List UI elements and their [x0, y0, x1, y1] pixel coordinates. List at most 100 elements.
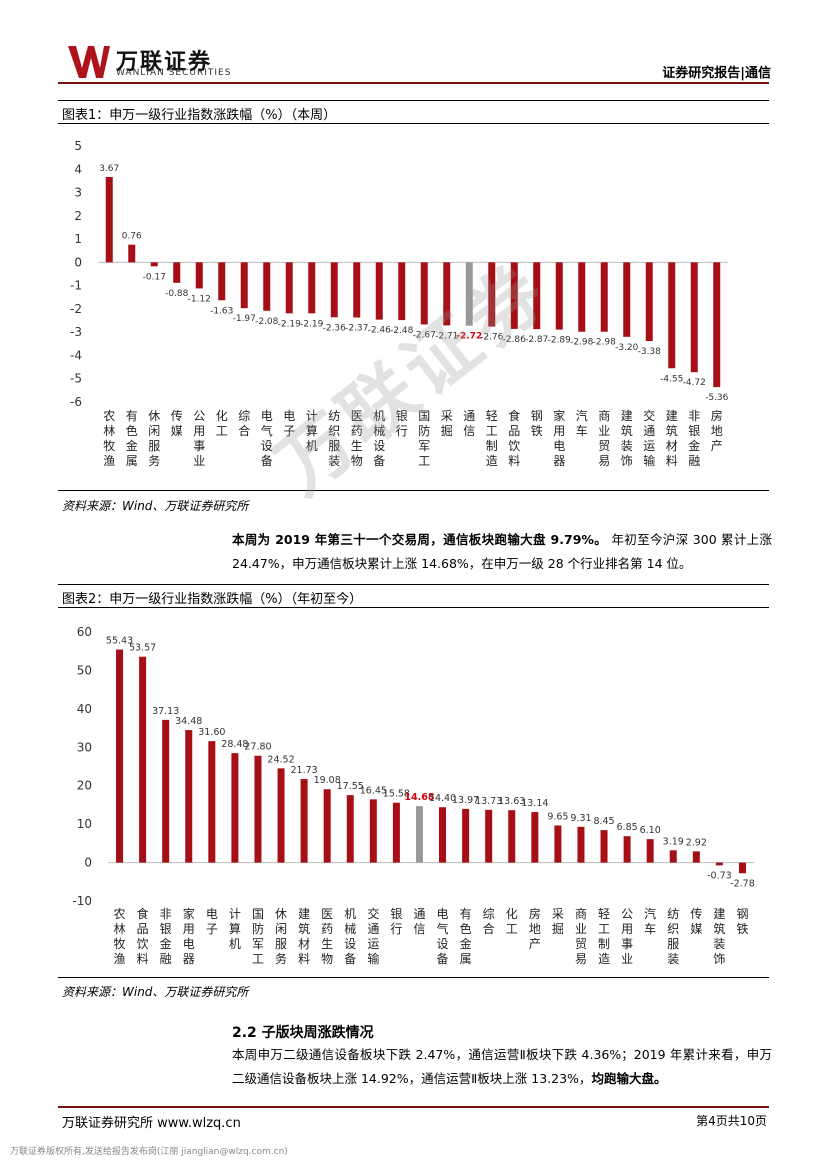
data-label: 24.52 [267, 754, 294, 765]
bar [715, 862, 723, 866]
category-label: 电 [206, 907, 218, 921]
y-tick-label: 30 [77, 740, 92, 754]
bar [600, 262, 608, 332]
data-label: 27.80 [244, 742, 271, 753]
category-label: 机 [344, 907, 356, 921]
category-label: 务 [148, 453, 160, 468]
category-label: 服 [275, 937, 287, 951]
bar [508, 810, 516, 863]
data-label: -2.86 [503, 335, 527, 345]
y-tick-label: -5 [70, 372, 82, 386]
category-label: 商 [598, 408, 610, 423]
category-label: 服 [667, 937, 679, 951]
bar [150, 262, 158, 267]
category-label: 药 [351, 424, 363, 438]
category-label: 食 [137, 906, 149, 921]
data-label: 14.68 [404, 792, 434, 803]
category-label: 造 [598, 952, 610, 966]
y-tick-label: 40 [77, 702, 92, 716]
category-label: 装 [713, 937, 725, 951]
bar [420, 262, 428, 325]
category-label: 闲 [275, 922, 287, 936]
bar [485, 809, 493, 863]
category-label: 铁 [736, 922, 748, 936]
bar [510, 262, 518, 329]
category-label: 通 [413, 907, 425, 921]
category-label: 机 [373, 409, 385, 423]
data-label: -2.89 [548, 336, 572, 346]
bar [323, 789, 331, 863]
category-label: 业 [193, 454, 205, 468]
category-label: 算 [306, 423, 318, 438]
bar [738, 862, 746, 874]
data-label: 13.73 [475, 796, 502, 807]
bar [116, 649, 124, 863]
category-label: 药 [321, 922, 333, 936]
category-label: 建 [713, 907, 725, 921]
category-label: 金 [688, 438, 700, 453]
category-label: 易 [598, 454, 610, 468]
category-label: 综 [238, 409, 250, 423]
category-label: 生 [351, 439, 363, 453]
category-label: 材 [666, 439, 678, 453]
category-label: 械 [344, 921, 356, 936]
figure2-source: 资料来源：Wind、万联证券研究所 [62, 985, 249, 999]
category-label: 算 [229, 921, 241, 936]
category-label: 造 [486, 454, 498, 468]
category-label: 机 [306, 439, 318, 453]
category-label: 气 [261, 423, 273, 438]
category-label: 有 [126, 409, 138, 423]
category-label: 融 [688, 454, 700, 468]
section-paragraph: 本周申万二级通信设备板块下跌 2.47%，通信运营Ⅱ板块下跌 4.36%；201… [232, 1043, 772, 1091]
y-tick-label: 50 [77, 663, 92, 677]
category-label: 休 [275, 907, 287, 921]
data-label: 13.63 [498, 796, 525, 807]
category-label: 务 [275, 951, 287, 966]
category-label: 通 [463, 409, 475, 423]
category-label: 非 [688, 409, 700, 423]
category-label: 运 [643, 439, 655, 453]
category-label: 交 [643, 408, 655, 423]
category-label: 金 [126, 438, 138, 453]
category-label: 媒 [171, 424, 183, 438]
data-label: 6.85 [617, 822, 638, 833]
category-label: 子 [283, 424, 295, 438]
category-label: 物 [321, 952, 333, 966]
category-label: 化 [506, 907, 518, 921]
data-label: 34.48 [175, 716, 202, 727]
category-label: 车 [644, 921, 656, 936]
y-tick-label: 4 [74, 162, 82, 176]
category-label: 工 [598, 922, 610, 936]
y-tick-label: 2 [74, 209, 82, 223]
category-label: 饮 [508, 439, 520, 453]
category-label: 筑 [621, 423, 633, 438]
category-label: 贸 [575, 937, 587, 951]
bar [554, 825, 562, 863]
category-label: 行 [390, 922, 402, 936]
category-label: 媒 [690, 922, 702, 936]
figure1-source: 资料来源：Wind、万联证券研究所 [62, 499, 249, 513]
data-label: -3.38 [638, 347, 662, 357]
category-label: 传 [171, 408, 183, 423]
category-label: 牧 [114, 937, 126, 951]
data-label: -2.78 [730, 878, 755, 889]
y-tick-label: 60 [77, 625, 92, 639]
category-label: 子 [206, 922, 218, 936]
data-label: 55.43 [106, 636, 133, 647]
data-label: 17.55 [337, 781, 364, 792]
category-label: 筑 [713, 921, 725, 936]
bar [208, 741, 216, 863]
page-number: 第4页共10页 [696, 1114, 767, 1128]
category-label: 色 [126, 424, 138, 438]
data-label: 8.45 [593, 816, 614, 827]
category-label: 公 [621, 907, 633, 921]
y-tick-label: 3 [74, 186, 82, 200]
y-tick-label: 0 [74, 255, 82, 269]
y-tick-label: -3 [70, 325, 82, 339]
category-label: 行 [396, 424, 408, 438]
category-label: 轻 [598, 907, 610, 921]
data-label: -0.17 [143, 272, 166, 282]
data-label: -1.97 [233, 314, 256, 324]
category-label: 家 [553, 408, 565, 423]
